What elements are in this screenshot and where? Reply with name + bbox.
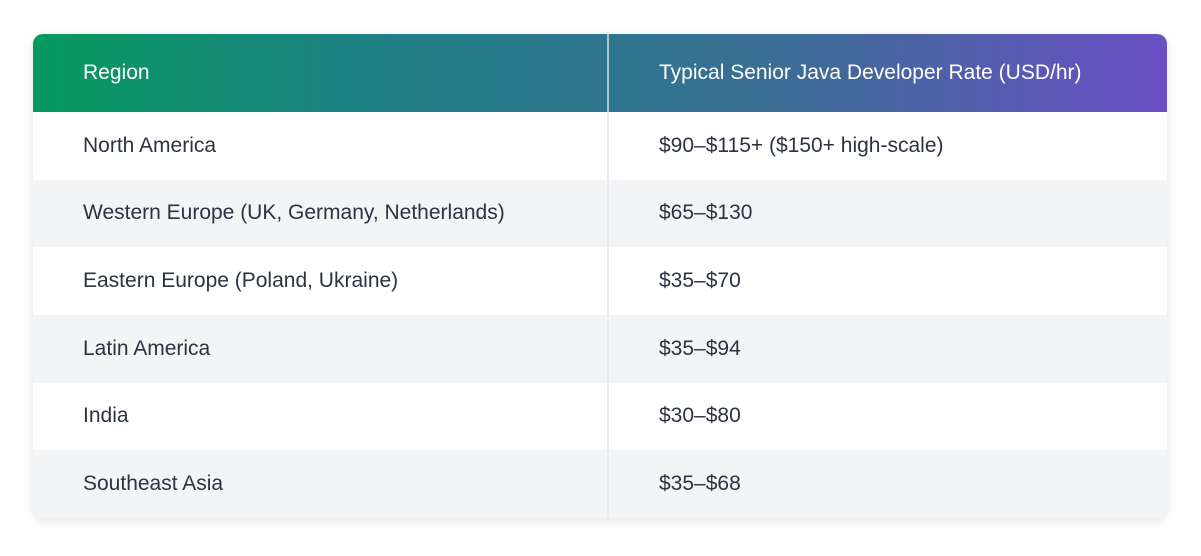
table-body: North America $90–$115+ ($150+ high-scale… [33, 112, 1167, 518]
table-row: Latin America $35–$94 [33, 314, 1167, 383]
table-row: Western Europe (UK, Germany, Netherlands… [33, 179, 1167, 248]
table-cell: India [83, 404, 129, 428]
rate-table: Region Typical Senior Java Developer Rate… [33, 34, 1167, 518]
header-row: Region Typical Senior Java Developer Rate… [33, 34, 1167, 112]
table-cell: Southeast Asia [83, 472, 224, 496]
table-cell: $90–$115+ ($150+ high-scale) [607, 112, 1167, 180]
table-cell: Eastern Europe (Poland, Ukraine) [83, 269, 399, 293]
table-row: Southeast Asia $35–$68 [33, 450, 1167, 518]
table-cell: $35–$70 [607, 247, 1167, 315]
table-row: Eastern Europe (Poland, Ukraine) $35–$70 [33, 247, 1167, 315]
table-row: India $30–$80 [33, 382, 1167, 451]
table-cell: Latin America [83, 336, 211, 360]
table-card: Region Typical Senior Java Developer Rate… [33, 34, 1167, 518]
table-cell: North America [83, 133, 217, 157]
table-cell: $30–$80 [607, 382, 1167, 451]
table-cell: $35–$94 [607, 314, 1167, 383]
table-cell: $65–$130 [607, 179, 1167, 248]
table-row: North America $90–$115+ ($150+ high-scale… [33, 112, 1167, 180]
table-cell: Western Europe (UK, Germany, Netherlands… [83, 201, 505, 225]
header-cell: Region [83, 61, 150, 84]
header-cell: Typical Senior Java Developer Rate (USD/… [607, 34, 1167, 112]
table-cell: $35–$68 [607, 450, 1167, 518]
